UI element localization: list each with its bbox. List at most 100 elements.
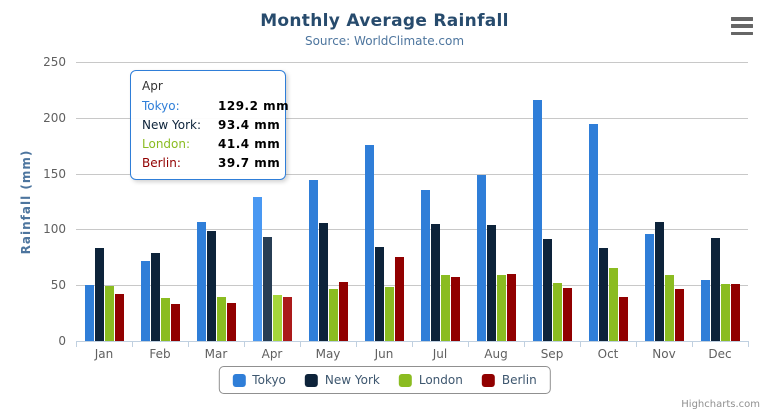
- bar-london[interactable]: [160, 297, 170, 341]
- legend-symbol-icon: [232, 373, 246, 387]
- bar-berlin[interactable]: [170, 303, 180, 341]
- bar-tokyo[interactable]: [196, 222, 206, 341]
- x-axis-tick: [412, 341, 413, 347]
- bar-berlin[interactable]: [282, 296, 292, 341]
- bar-london[interactable]: [664, 274, 674, 341]
- x-axis-label: Nov: [652, 347, 676, 361]
- bar-berlin[interactable]: [618, 297, 628, 341]
- bar-tokyo[interactable]: [700, 280, 710, 341]
- bar-berlin[interactable]: [114, 293, 124, 341]
- legend-item-label: London: [418, 373, 463, 387]
- bar-berlin[interactable]: [674, 288, 684, 341]
- bar-london[interactable]: [328, 288, 338, 341]
- bar-london[interactable]: [104, 286, 114, 341]
- bar-group: [132, 62, 188, 341]
- y-axis-tick-label: 50: [50, 278, 66, 293]
- y-gridline: [76, 173, 748, 175]
- bar-group: [636, 62, 692, 341]
- bar-berlin[interactable]: [394, 256, 404, 341]
- y-axis-title: Rainfall (mm): [19, 149, 33, 255]
- bar-new-york[interactable]: [542, 239, 552, 341]
- plot-area: [76, 62, 748, 342]
- x-axis-tick: [244, 341, 245, 347]
- x-axis-tick: [636, 341, 637, 347]
- bar-tokyo[interactable]: [364, 144, 374, 341]
- bar-group: [188, 62, 244, 341]
- chart-subtitle: Source: WorldClimate.com: [304, 34, 465, 48]
- hamburger-icon: [731, 24, 753, 28]
- tooltip-series-label: Tokyo:: [142, 99, 180, 113]
- bar-new-york[interactable]: [598, 247, 608, 341]
- credits-link[interactable]: Highcharts.com: [681, 399, 760, 410]
- legend: Tokyo New York London Berlin: [218, 366, 551, 394]
- x-axis-tick: [356, 341, 357, 347]
- bar-london[interactable]: [384, 287, 394, 341]
- bar-london[interactable]: [608, 268, 618, 341]
- bar-london[interactable]: [216, 297, 226, 341]
- tooltip-value: 41.4 mm: [218, 137, 281, 151]
- x-axis-label: Jan: [94, 347, 114, 361]
- bar-tokyo[interactable]: [140, 261, 150, 341]
- tooltip: Apr Tokyo: 129.2 mm New York: 93.4 mm London…: [130, 70, 289, 180]
- bar-berlin[interactable]: [450, 276, 460, 341]
- bar-new-york[interactable]: [710, 238, 720, 341]
- legend-symbol-icon: [304, 373, 318, 387]
- tooltip-rows: Tokyo: 129.2 mm New York: 93.4 mm London: 41.…: [142, 99, 289, 170]
- legend-item-tokyo[interactable]: Tokyo: [232, 373, 286, 387]
- bar-new-york[interactable]: [486, 224, 496, 341]
- legend-item-berlin[interactable]: Berlin: [481, 373, 537, 387]
- bar-berlin[interactable]: [506, 273, 516, 341]
- bar-group: [468, 62, 524, 341]
- x-axis-tick: [580, 341, 581, 347]
- y-axis-tick-label: 0: [58, 334, 66, 348]
- bar-tokyo[interactable]: [420, 189, 430, 341]
- bar-group: [692, 62, 748, 341]
- bar-group: [524, 62, 580, 341]
- tooltip-header: Apr: [142, 79, 163, 93]
- hamburger-icon: [731, 31, 753, 35]
- tooltip-series-label: London:: [142, 137, 191, 151]
- bar-london[interactable]: [272, 294, 282, 341]
- y-gridline: [76, 285, 748, 287]
- legend-item-london[interactable]: London: [398, 373, 463, 387]
- legend-item-label: Berlin: [501, 373, 537, 387]
- bar-new-york[interactable]: [206, 231, 216, 341]
- bar-berlin[interactable]: [226, 302, 236, 341]
- x-axis-label: Dec: [708, 347, 732, 361]
- bar-group: [76, 62, 132, 341]
- bar-london[interactable]: [440, 275, 450, 341]
- bar-tokyo[interactable]: [532, 99, 542, 341]
- x-axis-tick: [748, 341, 749, 347]
- bar-tokyo[interactable]: [252, 196, 262, 341]
- x-axis-label: Aug: [484, 347, 508, 361]
- bar-new-york[interactable]: [262, 236, 272, 341]
- bar-new-york[interactable]: [654, 222, 664, 341]
- bar-london[interactable]: [496, 274, 506, 341]
- bar-london[interactable]: [720, 283, 730, 341]
- bar-group: [412, 62, 468, 341]
- legend-item-label: New York: [324, 373, 380, 387]
- bar-new-york[interactable]: [430, 223, 440, 341]
- bar-new-york[interactable]: [374, 246, 384, 341]
- bar-tokyo[interactable]: [308, 180, 318, 341]
- chart-context-menu-button[interactable]: [731, 17, 753, 35]
- bar-berlin[interactable]: [338, 282, 348, 341]
- bar-tokyo[interactable]: [84, 285, 94, 341]
- bar-new-york[interactable]: [150, 253, 160, 341]
- x-axis-label: Jun: [374, 347, 394, 361]
- bar-tokyo[interactable]: [588, 124, 598, 341]
- x-axis-label: May: [315, 347, 341, 361]
- bar-berlin[interactable]: [730, 283, 740, 341]
- bar-london[interactable]: [552, 282, 562, 341]
- bar-berlin[interactable]: [562, 287, 572, 341]
- x-axis-label: Sep: [540, 347, 564, 361]
- bar-new-york[interactable]: [318, 222, 328, 341]
- legend-item-new-york[interactable]: New York: [304, 373, 380, 387]
- bar-new-york[interactable]: [94, 247, 104, 341]
- tooltip-series-label: New York:: [142, 118, 201, 132]
- legend-symbol-icon: [398, 373, 412, 387]
- tooltip-value: 39.7 mm: [218, 156, 281, 170]
- bar-tokyo[interactable]: [476, 175, 486, 341]
- bar-tokyo[interactable]: [644, 234, 654, 341]
